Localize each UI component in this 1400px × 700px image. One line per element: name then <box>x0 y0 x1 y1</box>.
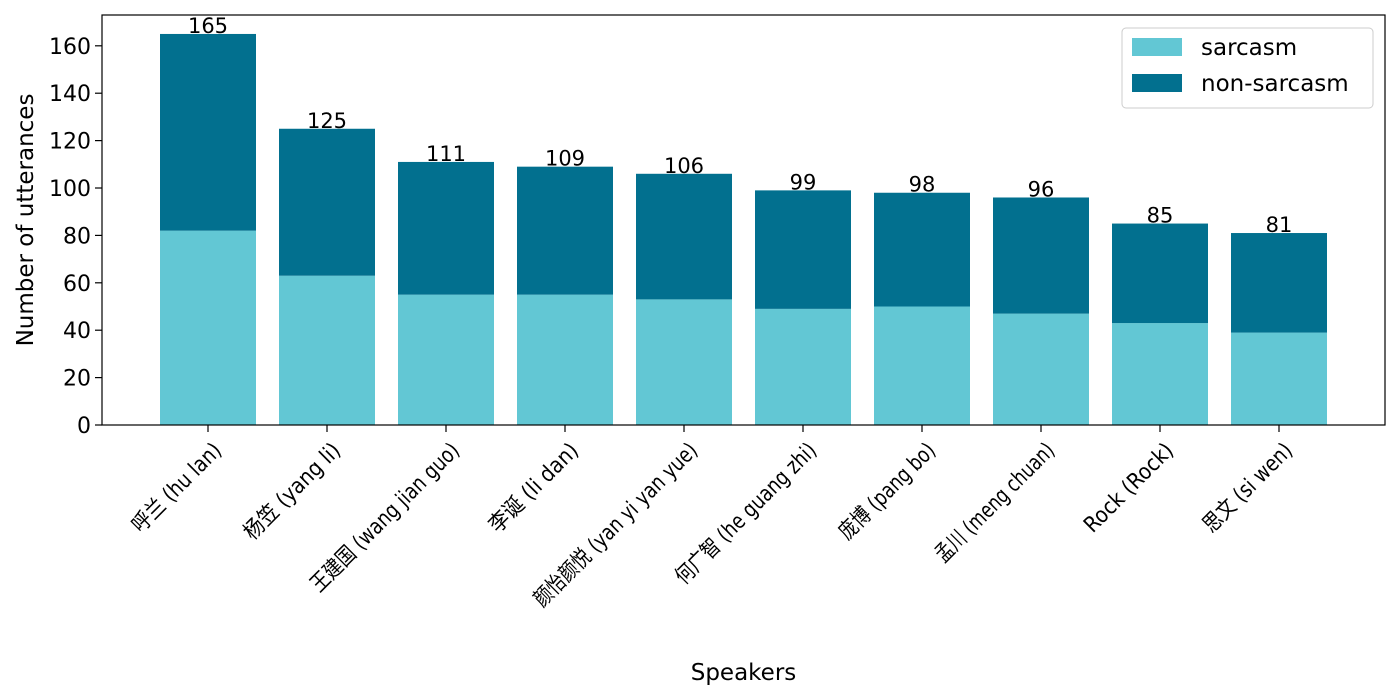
bar-non-sarcasm-4 <box>636 173 732 300</box>
legend-swatch-non-sarcasm <box>1132 74 1182 92</box>
bar-non-sarcasm-7 <box>993 197 1089 314</box>
total-label-7: 96 <box>1028 177 1055 201</box>
legend-label-non-sarcasm: non-sarcasm <box>1201 71 1349 97</box>
total-label-2: 111 <box>426 142 466 166</box>
y-tick-label-4: 80 <box>63 224 91 249</box>
bar-sarcasm-6 <box>874 306 970 425</box>
total-label-3: 109 <box>545 147 585 171</box>
x-tick-label-3: 李诞 (li dan) <box>484 438 584 538</box>
legend-swatch-sarcasm <box>1132 38 1182 56</box>
bar-sarcasm-0 <box>160 230 256 425</box>
x-tick-label-7: 孟川 (meng chuan) <box>931 438 1060 567</box>
y-axis: 0 20 40 60 80 100 120 140 160 <box>49 35 102 439</box>
bar-sarcasm-3 <box>517 294 613 425</box>
total-label-5: 99 <box>790 170 817 194</box>
bar-sarcasm-7 <box>993 313 1089 425</box>
bar-non-sarcasm-1 <box>279 128 375 276</box>
bar-sarcasm-8 <box>1112 323 1208 425</box>
bar-non-sarcasm-0 <box>160 33 256 231</box>
total-label-9: 81 <box>1266 213 1293 237</box>
y-tick-label-2: 40 <box>63 319 91 344</box>
bars-layer <box>160 33 1327 425</box>
x-axis: 呼兰 (hu lan)杨笠 (yang li)王建国 (wang jian gu… <box>127 425 1298 612</box>
x-tick-label-1: 杨笠 (yang li) <box>239 438 346 545</box>
y-tick-label-6: 120 <box>49 130 91 155</box>
x-tick-label-8: Rock (Rock) <box>1079 438 1179 538</box>
legend-box <box>1121 27 1374 109</box>
total-label-6: 98 <box>909 173 936 197</box>
plot-frame <box>101 14 1386 426</box>
y-tick-label-8: 160 <box>49 35 91 60</box>
bar-sarcasm-5 <box>755 308 851 425</box>
x-tick-label-6: 庞博 (pang bo) <box>834 438 941 545</box>
y-tick-label-5: 100 <box>49 177 91 202</box>
x-tick-label-9: 思文 (si wen) <box>1198 438 1298 538</box>
total-label-4: 106 <box>664 154 704 178</box>
total-label-8: 85 <box>1147 204 1174 228</box>
bar-non-sarcasm-2 <box>398 161 494 295</box>
bar-sarcasm-4 <box>636 299 732 425</box>
total-label-0: 165 <box>188 14 228 38</box>
legend-label-sarcasm: sarcasm <box>1201 35 1297 61</box>
data-labels-layer: 165 125 111 109 106 99 98 96 85 81 <box>188 14 1292 237</box>
x-tick-label-0: 呼兰 (hu lan) <box>127 438 227 538</box>
total-label-1: 125 <box>307 109 347 133</box>
y-tick-label-1: 20 <box>63 367 91 392</box>
legend: sarcasm non-sarcasm <box>1121 27 1374 109</box>
bar-sarcasm-1 <box>279 275 375 425</box>
bar-non-sarcasm-8 <box>1112 223 1208 324</box>
bar-sarcasm-2 <box>398 294 494 425</box>
bar-sarcasm-9 <box>1231 332 1327 425</box>
bar-non-sarcasm-3 <box>517 166 613 295</box>
bar-non-sarcasm-6 <box>874 192 970 307</box>
bar-non-sarcasm-9 <box>1231 233 1327 333</box>
y-tick-label-0: 0 <box>77 414 91 439</box>
bar-non-sarcasm-5 <box>755 190 851 309</box>
y-tick-label-3: 60 <box>63 272 91 297</box>
x-axis-label: Speakers <box>691 660 797 686</box>
y-tick-label-7: 140 <box>49 82 91 107</box>
y-axis-label: Number of utterances <box>13 94 39 347</box>
